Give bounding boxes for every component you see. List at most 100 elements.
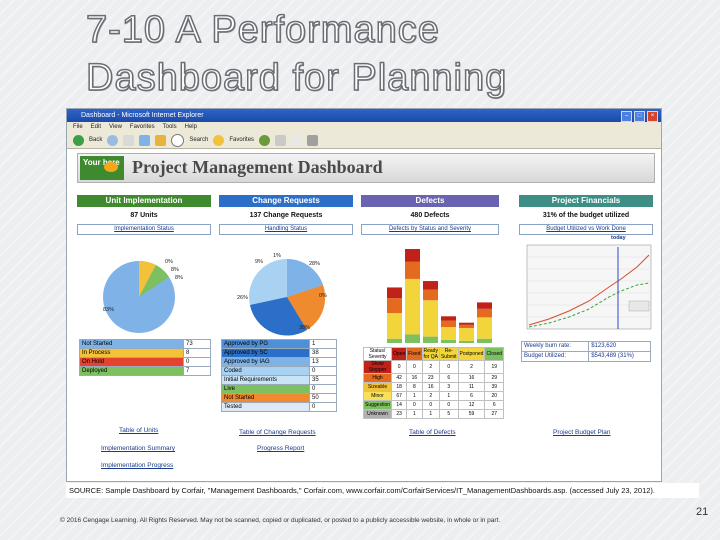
defects-bar-segment-red [405, 249, 420, 262]
unit-header: Unit Implementation [77, 195, 211, 207]
dashboard-screenshot: Dashboard - Microsoft Internet Explorer … [66, 108, 662, 482]
grid-column-header: Ready for QA [421, 347, 440, 361]
grid-column-header: Fixed [406, 347, 423, 361]
grid-cell: 27 [484, 409, 505, 419]
menu-view[interactable]: View [109, 124, 122, 130]
defects-bar-segment-orange [387, 298, 402, 314]
menu-help[interactable]: Help [184, 124, 197, 130]
grid-cell: 6 [484, 400, 505, 410]
table-row: In Process 8 [79, 348, 211, 358]
severity-label: Show Stopper [362, 360, 393, 374]
grid-cell: 6 [457, 391, 486, 401]
grid-cell: 6 [438, 373, 459, 383]
financials-summary: 31% of the budget utilized [542, 212, 630, 219]
severity-label: High [362, 373, 393, 383]
browser-toolbar: Back Search Favorites [67, 132, 661, 149]
table-row: Status/ Severity Open Fixed Ready for QA Re-… [362, 347, 505, 361]
changes-pie-chart [249, 259, 326, 336]
menu-favorites[interactable]: Favorites [129, 124, 155, 130]
grid-cell: 12 [457, 400, 486, 410]
unit-pie-slice-deployed [139, 265, 169, 297]
status-value: 73 [183, 339, 211, 349]
history-icon[interactable] [275, 134, 287, 146]
favorites-star-icon[interactable] [213, 134, 225, 146]
status-value: 0 [309, 366, 337, 376]
financials-table: Weekly burn rate: $123,620 Budget Utiliz… [520, 341, 651, 362]
implementation-summary-link[interactable]: Implementation Summary [101, 445, 176, 452]
status-label: Coded [221, 366, 310, 376]
minimize-icon[interactable]: – [621, 111, 632, 122]
table-row: Coded 0 [221, 366, 337, 376]
defects-bar-segment-yellow [387, 313, 402, 339]
stop-icon[interactable] [123, 134, 135, 146]
grid-cell: 42 [391, 373, 408, 383]
status-value: 13 [309, 357, 337, 367]
unit-pie-label: 83% [103, 307, 115, 313]
defects-bar-segment-red [441, 316, 456, 321]
menu-tools[interactable]: Tools [162, 124, 177, 130]
grid-cell: 0 [438, 360, 459, 374]
print-icon[interactable] [307, 134, 319, 146]
media-icon[interactable] [259, 134, 271, 146]
grid-cell: 11 [457, 382, 486, 392]
grid-cell: 1 [438, 391, 459, 401]
chart-legend [628, 300, 650, 312]
changes-header: Change Requests [219, 195, 353, 207]
forward-arrow-icon[interactable] [107, 134, 119, 146]
table-of-units-link[interactable]: Table of Units [119, 427, 159, 434]
grid-cell: 16 [457, 373, 486, 383]
defects-grid: Status/ Severity Open Fixed Ready for QA Re-… [362, 347, 505, 419]
browser-titlebar: Dashboard - Microsoft Internet Explorer … [67, 109, 661, 122]
table-row: Deployed 7 [79, 366, 211, 376]
dashboard-header: Your here Project Management Dashboard [77, 153, 655, 183]
handling-status-tab[interactable]: Handling Status [219, 224, 353, 235]
budget-line-chart [526, 244, 652, 330]
budget-vs-work-tab[interactable]: Budget Utilized vs Work Done [519, 224, 653, 235]
unit-status-tab[interactable]: Implementation Status [77, 224, 211, 235]
table-row: Weekly burn rate: $123,620 [520, 341, 651, 352]
defects-bar-segment-green [423, 336, 438, 343]
back-button[interactable]: Back [89, 137, 103, 143]
defects-bar-segment-red [387, 287, 402, 299]
defects-status-tab[interactable]: Defects by Status and Severity [361, 224, 499, 235]
chart-gridlines [527, 256, 651, 318]
defects-bar-segment-yellow [459, 328, 474, 341]
home-icon[interactable] [155, 134, 167, 146]
close-icon[interactable]: × [647, 111, 658, 122]
project-budget-plan-link[interactable]: Project Budget Plan [553, 429, 611, 436]
budget-utilized-line [528, 254, 650, 326]
grid-cell: 18 [391, 382, 408, 392]
grid-cell: 0 [421, 400, 440, 410]
defects-bar-segment-green [459, 340, 474, 343]
maximize-icon[interactable]: □ [634, 111, 645, 122]
table-row: Approved by SC 38 [221, 348, 337, 358]
menu-file[interactable]: File [73, 124, 83, 130]
changes-pie-label: 28% [309, 261, 321, 267]
implementation-progress-link[interactable]: Implementation Progress [101, 462, 174, 469]
progress-report-link[interactable]: Progress Report [257, 445, 305, 452]
table-row: Not Started 50 [221, 393, 337, 403]
mail-icon[interactable] [291, 134, 303, 146]
favorites-button[interactable]: Favorites [229, 137, 255, 143]
table-of-defects-link[interactable]: Table of Defects [409, 429, 456, 436]
changes-pie-label: 26% [237, 295, 249, 301]
unit-implementation-panel: Unit Implementation 87 Units Implementat… [77, 195, 211, 235]
table-of-change-requests-link[interactable]: Table of Change Requests [239, 429, 316, 436]
severity-label: Minor [362, 391, 393, 401]
defects-bar-chart [387, 249, 492, 343]
grid-cell: 16 [421, 382, 440, 392]
grid-cell: 29 [484, 373, 505, 383]
search-button[interactable]: Search [189, 137, 209, 143]
grid-cell: 5 [438, 409, 459, 419]
status-label: Approved by SC [221, 348, 310, 358]
table-row: Not Started 73 [79, 339, 211, 349]
defects-bar-segment-yellow [477, 317, 492, 339]
grid-cell: 20 [484, 391, 505, 401]
severity-label: Sizeable [362, 382, 393, 392]
search-icon[interactable] [171, 133, 185, 147]
menu-edit[interactable]: Edit [90, 124, 102, 130]
back-arrow-icon[interactable] [73, 134, 84, 146]
burn-rate-value: $123,620 [588, 341, 651, 352]
refresh-icon[interactable] [139, 134, 151, 146]
unit-pie-chart [103, 260, 175, 333]
